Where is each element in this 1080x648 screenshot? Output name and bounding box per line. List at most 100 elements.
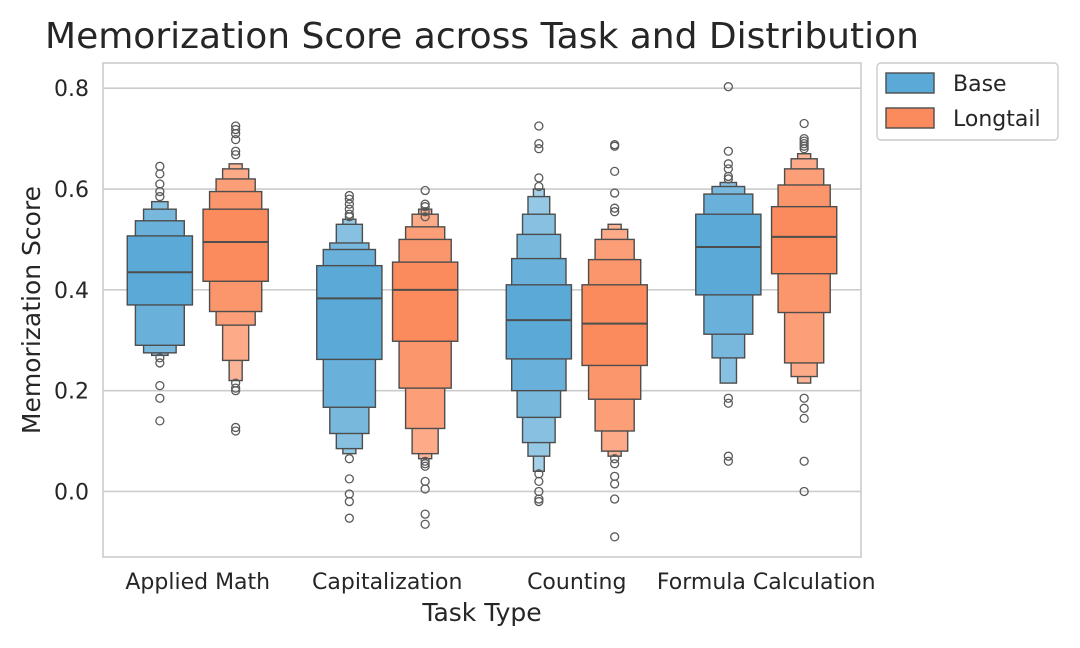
outlier-point[interactable]	[534, 476, 544, 487]
boxen-group-longtail[interactable]	[202, 121, 269, 436]
boxen-group-base[interactable]	[316, 190, 383, 523]
boxen-level[interactable]	[770, 205, 838, 275]
outlier-point[interactable]	[230, 383, 241, 393]
outlier-point[interactable]	[344, 513, 355, 523]
outlier-point[interactable]	[723, 398, 733, 408]
outlier-point[interactable]	[799, 456, 809, 466]
boxen-level[interactable]	[505, 284, 573, 360]
outlier-point[interactable]	[155, 393, 165, 403]
outlier-point[interactable]	[230, 386, 241, 396]
outlier-point[interactable]	[420, 202, 430, 212]
outlier-point[interactable]	[723, 171, 733, 182]
outlier-point[interactable]	[420, 459, 430, 469]
legend-label-base: Base	[953, 72, 1007, 97]
outlier-point[interactable]	[610, 166, 620, 177]
outlier-point[interactable]	[723, 451, 733, 461]
y-tick-label: 0.6	[54, 178, 89, 203]
outlier-point[interactable]	[344, 212, 355, 222]
outlier-point[interactable]	[230, 134, 241, 145]
outlier-point[interactable]	[344, 474, 355, 484]
outlier-point[interactable]	[723, 159, 733, 169]
outlier-point[interactable]	[420, 484, 430, 494]
outlier-point[interactable]	[799, 139, 809, 149]
outlier-point[interactable]	[155, 416, 165, 426]
x-tick-label: Counting	[527, 570, 626, 595]
outlier-point[interactable]	[155, 358, 165, 368]
outlier-point[interactable]	[230, 146, 241, 156]
outlier-point[interactable]	[230, 150, 241, 160]
outlier-point[interactable]	[610, 479, 620, 489]
outlier-point[interactable]	[723, 146, 733, 156]
outlier-point[interactable]	[799, 118, 809, 129]
outlier-point[interactable]	[799, 393, 809, 403]
outlier-point[interactable]	[799, 403, 809, 413]
plot-frame	[102, 62, 862, 558]
boxen-group-longtail[interactable]	[391, 185, 459, 529]
outlier-point[interactable]	[420, 519, 430, 529]
outlier-point[interactable]	[610, 532, 620, 542]
outlier-point[interactable]	[344, 194, 355, 204]
outlier-point[interactable]	[610, 203, 620, 213]
outlier-point[interactable]	[420, 185, 430, 196]
outlier-point[interactable]	[610, 141, 620, 151]
outlier-point[interactable]	[610, 454, 620, 464]
outlier-point[interactable]	[155, 169, 165, 179]
outlier-point[interactable]	[610, 207, 620, 217]
boxen-group-base[interactable]	[505, 121, 573, 507]
outlier-point[interactable]	[799, 141, 809, 151]
outlier-point[interactable]	[420, 207, 430, 217]
outlier-point[interactable]	[799, 144, 809, 154]
boxen-level[interactable]	[202, 208, 269, 282]
outlier-point[interactable]	[610, 494, 620, 504]
outlier-point[interactable]	[230, 422, 241, 433]
x-tick-label: Applied Math	[125, 570, 270, 595]
outlier-point[interactable]	[155, 380, 165, 391]
outlier-point[interactable]	[420, 461, 430, 471]
outlier-point[interactable]	[344, 454, 355, 464]
outlier-point[interactable]	[534, 144, 544, 154]
outlier-point[interactable]	[799, 413, 809, 424]
boxen-level[interactable]	[581, 284, 648, 367]
outlier-point[interactable]	[155, 191, 165, 202]
outlier-point[interactable]	[534, 121, 544, 131]
outlier-point[interactable]	[799, 486, 809, 497]
y-tick-label: 0.0	[54, 480, 89, 505]
outlier-point[interactable]	[534, 139, 544, 149]
outlier-point[interactable]	[344, 199, 355, 209]
outlier-point[interactable]	[230, 128, 241, 139]
outlier-point[interactable]	[344, 209, 355, 219]
outlier-point[interactable]	[534, 496, 544, 507]
outlier-point[interactable]	[155, 353, 165, 363]
outlier-point[interactable]	[230, 426, 241, 436]
y-axis-ticks: 0.0 0.2 0.4 0.6 0.8	[54, 77, 89, 505]
y-tick-label: 0.2	[54, 380, 89, 405]
y-tick-label: 0.8	[54, 77, 89, 102]
chart-title: Memorization Score across Task and Distr…	[45, 16, 919, 57]
outlier-point[interactable]	[723, 82, 733, 92]
boxen-level[interactable]	[316, 264, 383, 361]
boxen-level[interactable]	[391, 261, 459, 342]
outlier-point[interactable]	[420, 456, 430, 466]
outlier-point[interactable]	[723, 456, 733, 466]
boxen-level[interactable]	[126, 235, 194, 306]
legend-swatch-base	[885, 72, 935, 94]
boxen-group-base[interactable]	[695, 82, 762, 466]
outlier-point[interactable]	[344, 496, 355, 507]
outlier-point[interactable]	[420, 509, 430, 519]
outlier-point[interactable]	[610, 188, 620, 198]
legend[interactable]: Base Longtail	[876, 62, 1059, 141]
outlier-point[interactable]	[155, 186, 165, 197]
boxen-level[interactable]	[695, 213, 762, 296]
legend-label-longtail: Longtail	[953, 107, 1041, 132]
outlier-point[interactable]	[610, 459, 620, 469]
outlier-point[interactable]	[534, 494, 544, 504]
outlier-point[interactable]	[230, 124, 241, 135]
boxen-group-longtail[interactable]	[581, 140, 648, 542]
x-axis-title: Task Type	[421, 598, 541, 627]
outlier-point[interactable]	[420, 212, 430, 222]
boxen-group-longtail[interactable]	[770, 118, 838, 497]
outlier-point[interactable]	[534, 181, 544, 192]
outlier-point[interactable]	[723, 174, 733, 184]
boxen-group-base[interactable]	[126, 161, 194, 426]
outlier-point[interactable]	[723, 393, 733, 403]
